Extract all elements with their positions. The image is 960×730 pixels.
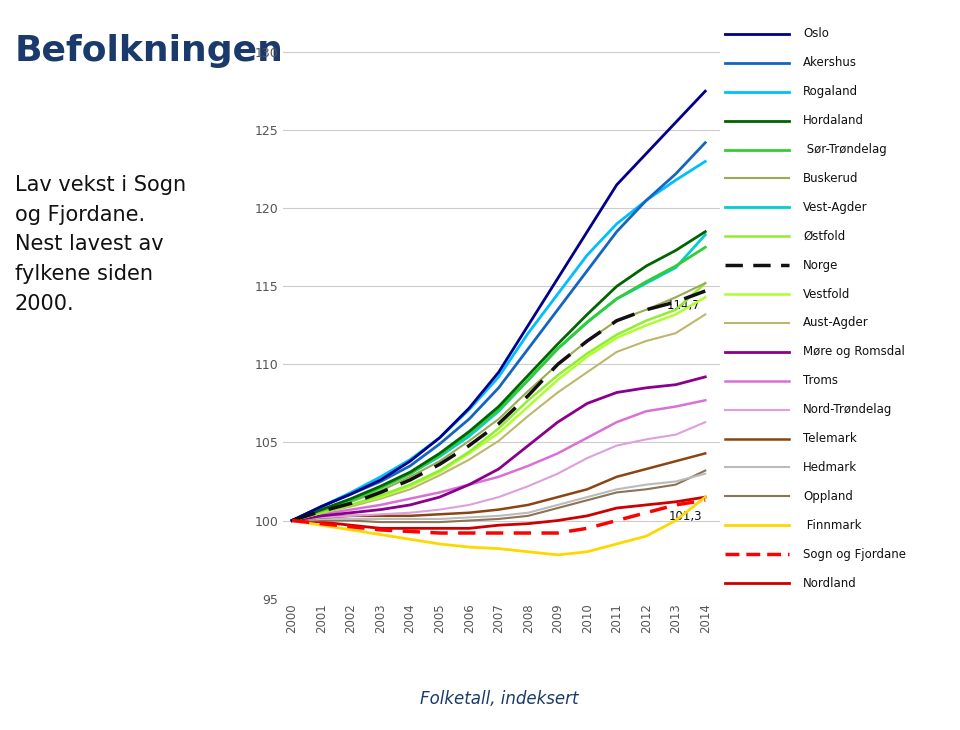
Text: Østfold: Østfold xyxy=(804,230,846,243)
Text: Rogaland: Rogaland xyxy=(804,85,858,99)
Text: Nordland: Nordland xyxy=(804,577,857,590)
Text: Sogn og Fjordane: Sogn og Fjordane xyxy=(804,548,906,561)
Text: Møre og Romsdal: Møre og Romsdal xyxy=(804,345,905,358)
Text: Akershus: Akershus xyxy=(804,56,857,69)
Text: Nord-Trøndelag: Nord-Trøndelag xyxy=(804,403,893,416)
Text: Hordaland: Hordaland xyxy=(804,114,864,127)
Text: Lav vekst i Sogn
og Fjordane.
Nest lavest av
fylkene siden
2000.: Lav vekst i Sogn og Fjordane. Nest laves… xyxy=(14,175,186,314)
Text: Buskerud: Buskerud xyxy=(804,172,858,185)
Text: Troms: Troms xyxy=(804,374,838,388)
Text: Oppland: Oppland xyxy=(804,490,853,503)
Text: Hedmark: Hedmark xyxy=(804,461,857,474)
Text: Norge: Norge xyxy=(804,258,838,272)
Text: 101,3: 101,3 xyxy=(669,510,703,523)
Text: Aust-Agder: Aust-Agder xyxy=(804,316,869,329)
Text: Telemark: Telemark xyxy=(804,432,857,445)
Text: Folketall, indeksert: Folketall, indeksert xyxy=(420,691,579,708)
Text: Sør-Trøndelag: Sør-Trøndelag xyxy=(804,143,887,156)
Text: Vest-Agder: Vest-Agder xyxy=(804,201,868,214)
Text: Finnmark: Finnmark xyxy=(804,519,862,532)
Text: Vestfold: Vestfold xyxy=(804,288,851,301)
Text: Oslo: Oslo xyxy=(804,27,829,40)
Text: Befolkningen: Befolkningen xyxy=(14,34,283,68)
Text: 114,7: 114,7 xyxy=(667,299,701,312)
